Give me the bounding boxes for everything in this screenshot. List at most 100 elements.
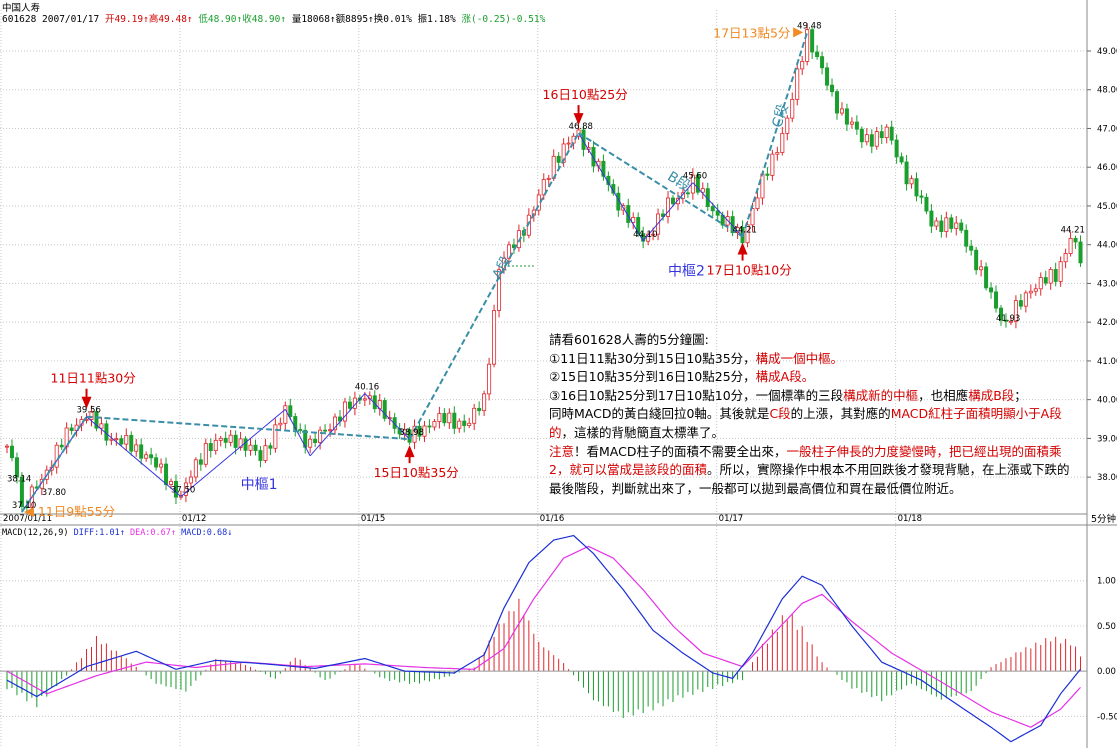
- candle-body: [223, 437, 228, 443]
- candle-body: [581, 129, 586, 150]
- candle-body: [233, 434, 238, 448]
- candle-body: [601, 160, 606, 177]
- candle-body: [710, 206, 715, 212]
- y-tick-label: 40.00: [1097, 396, 1117, 406]
- candle-body: [169, 480, 174, 485]
- candle-body: [884, 126, 889, 139]
- bi-stroke: [364, 393, 410, 440]
- candle-body: [849, 121, 854, 125]
- candle-body: [984, 266, 989, 289]
- candle-body: [417, 425, 422, 437]
- candle-body: [447, 412, 452, 424]
- price-label: 46.88: [569, 122, 593, 132]
- candle-body: [700, 188, 705, 193]
- candle-body: [59, 444, 64, 448]
- candle-body: [173, 480, 178, 498]
- candle-body: [313, 438, 318, 443]
- y-tick-label: 47.00: [1097, 124, 1117, 134]
- candle-body: [546, 177, 551, 180]
- candle-body: [9, 445, 14, 459]
- candle-body: [924, 196, 929, 212]
- candle-body: [959, 222, 964, 231]
- candle-body: [760, 173, 765, 199]
- candle-body: [159, 463, 164, 468]
- candle-body: [765, 173, 770, 176]
- candle-body: [293, 416, 298, 430]
- annotation-arrow: [793, 27, 804, 38]
- candle-body: [631, 217, 636, 223]
- candle-body: [392, 417, 397, 429]
- candle-body: [561, 143, 566, 163]
- candle-body: [834, 91, 839, 114]
- candle-body: [785, 117, 790, 134]
- candle-body: [954, 222, 959, 229]
- period-label: 5分钟: [1091, 513, 1116, 525]
- candle-body: [258, 450, 263, 461]
- candle-body: [94, 411, 99, 429]
- candle-body: [541, 179, 546, 196]
- candle-body: [328, 429, 333, 432]
- macd-legend: MACD(12,26,9) DIFF:1.01↑ DEA:0.67↑ MACD:…: [2, 528, 232, 538]
- stock-name: 中国人寿: [2, 3, 41, 14]
- candle-body: [347, 401, 352, 409]
- candle-body: [591, 146, 596, 167]
- annotation-arrow: [737, 242, 748, 255]
- segment-line: [408, 132, 580, 440]
- segment-label: C段: [769, 102, 791, 130]
- quote-open: 开49.19: [104, 14, 144, 25]
- y-tick-label: 42.00: [1097, 318, 1117, 328]
- x-date-label: 2007/01/11: [3, 514, 52, 524]
- annotation-arrow: [573, 113, 584, 126]
- note-heading: 請看601628人壽的5分鐘圖:: [549, 332, 709, 347]
- quote-high: 高49.48: [148, 14, 187, 25]
- candle-body: [457, 420, 462, 429]
- candle-body: [1023, 292, 1028, 307]
- y-tick-label: 43.00: [1097, 279, 1117, 289]
- candle-body: [1073, 237, 1078, 243]
- candle-body: [636, 217, 641, 235]
- candle-body: [467, 422, 472, 426]
- candle-body: [69, 427, 74, 432]
- candle-body: [830, 84, 835, 93]
- candle-body: [506, 244, 511, 259]
- quote-close: 收48.90: [242, 14, 281, 25]
- candle-body: [482, 393, 487, 412]
- candle-body: [89, 411, 94, 420]
- candle-body: [750, 208, 755, 226]
- candle-body: [213, 439, 218, 452]
- candle-body: [805, 29, 810, 62]
- quote-amount: 额8895: [335, 14, 369, 25]
- candle-body: [780, 132, 785, 153]
- candle-body: [99, 423, 104, 429]
- candle-body: [651, 233, 656, 236]
- diff-line: [6, 534, 1081, 743]
- candle-body: [904, 161, 909, 185]
- candle-body: [974, 249, 979, 271]
- candle-body: [1038, 277, 1043, 290]
- candle-body: [442, 413, 447, 424]
- candle-body: [919, 195, 924, 198]
- annotation-arrow: [404, 445, 415, 458]
- segment-line: [86, 415, 410, 441]
- candle-body: [427, 425, 432, 428]
- candle-body: [944, 217, 949, 232]
- candle-body: [188, 476, 193, 484]
- candle-body: [745, 224, 750, 244]
- price-label: 44.10: [633, 230, 657, 240]
- annotation-label: 16日10點25分: [543, 87, 628, 102]
- candle-body: [333, 416, 338, 431]
- candle-body: [1068, 237, 1073, 254]
- bi-stroke: [284, 409, 311, 457]
- candle-body: [894, 139, 899, 158]
- bi-stroke: [309, 393, 366, 457]
- candle-body: [1003, 319, 1008, 322]
- price-label: 38.98: [400, 428, 424, 438]
- candle-body: [790, 98, 795, 119]
- y-tick-label: 46.00: [1097, 163, 1117, 173]
- candle-body: [477, 407, 482, 412]
- quote-code-date: 601628 2007/01/17: [2, 14, 100, 25]
- y-tick-label: 49.00: [1097, 47, 1117, 57]
- candle-body: [248, 444, 253, 451]
- macd-y-tick-label: 1.00: [1097, 577, 1116, 587]
- candle-body: [14, 457, 19, 478]
